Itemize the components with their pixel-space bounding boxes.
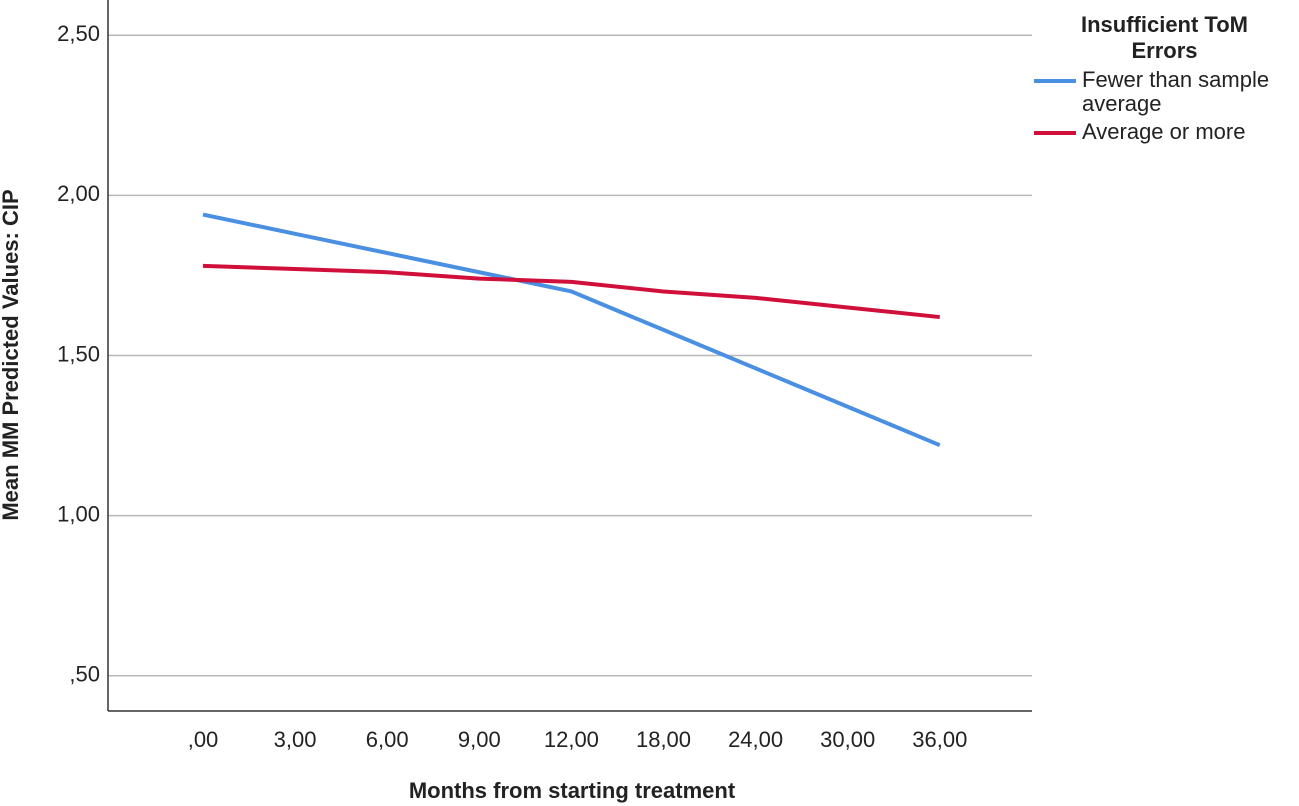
y-tick-label: 1,00	[57, 501, 100, 526]
y-tick-label: 2,50	[57, 21, 100, 46]
x-tick-label: 36,00	[912, 727, 967, 752]
legend-title: Insufficient ToM Errors	[1080, 12, 1249, 63]
y-axis-label: Mean MM Predicted Values: CIP	[0, 189, 23, 520]
series-line	[202, 263, 941, 320]
y-tick-label: ,50	[69, 662, 100, 687]
x-tick-label: 6,00	[366, 727, 409, 752]
x-tick-label: ,00	[188, 727, 219, 752]
legend-swatch	[1034, 131, 1076, 135]
legend-label: Fewer than sample average	[1082, 67, 1270, 116]
legend-entries: Fewer than sample average Average or more	[1030, 68, 1299, 144]
x-tick-label: 18,00	[636, 727, 691, 752]
legend-entry: Fewer than sample average	[1030, 68, 1299, 116]
legend-swatch	[1034, 79, 1076, 83]
x-tick-label: 30,00	[820, 727, 875, 752]
x-tick-label: 9,00	[458, 727, 501, 752]
x-tick-label: 3,00	[274, 727, 317, 752]
x-axis-label: Months from starting treatment	[409, 778, 736, 803]
y-tick-label: 2,00	[57, 181, 100, 206]
series-line	[202, 212, 941, 448]
legend-label: Average or more	[1082, 119, 1246, 144]
x-tick-label: 12,00	[544, 727, 599, 752]
y-tick-label: 1,50	[57, 341, 100, 366]
x-tick-label: 24,00	[728, 727, 783, 752]
legend-entry: Average or more	[1030, 120, 1299, 144]
legend: Insufficient ToM Errors Fewer than sampl…	[1030, 12, 1299, 144]
